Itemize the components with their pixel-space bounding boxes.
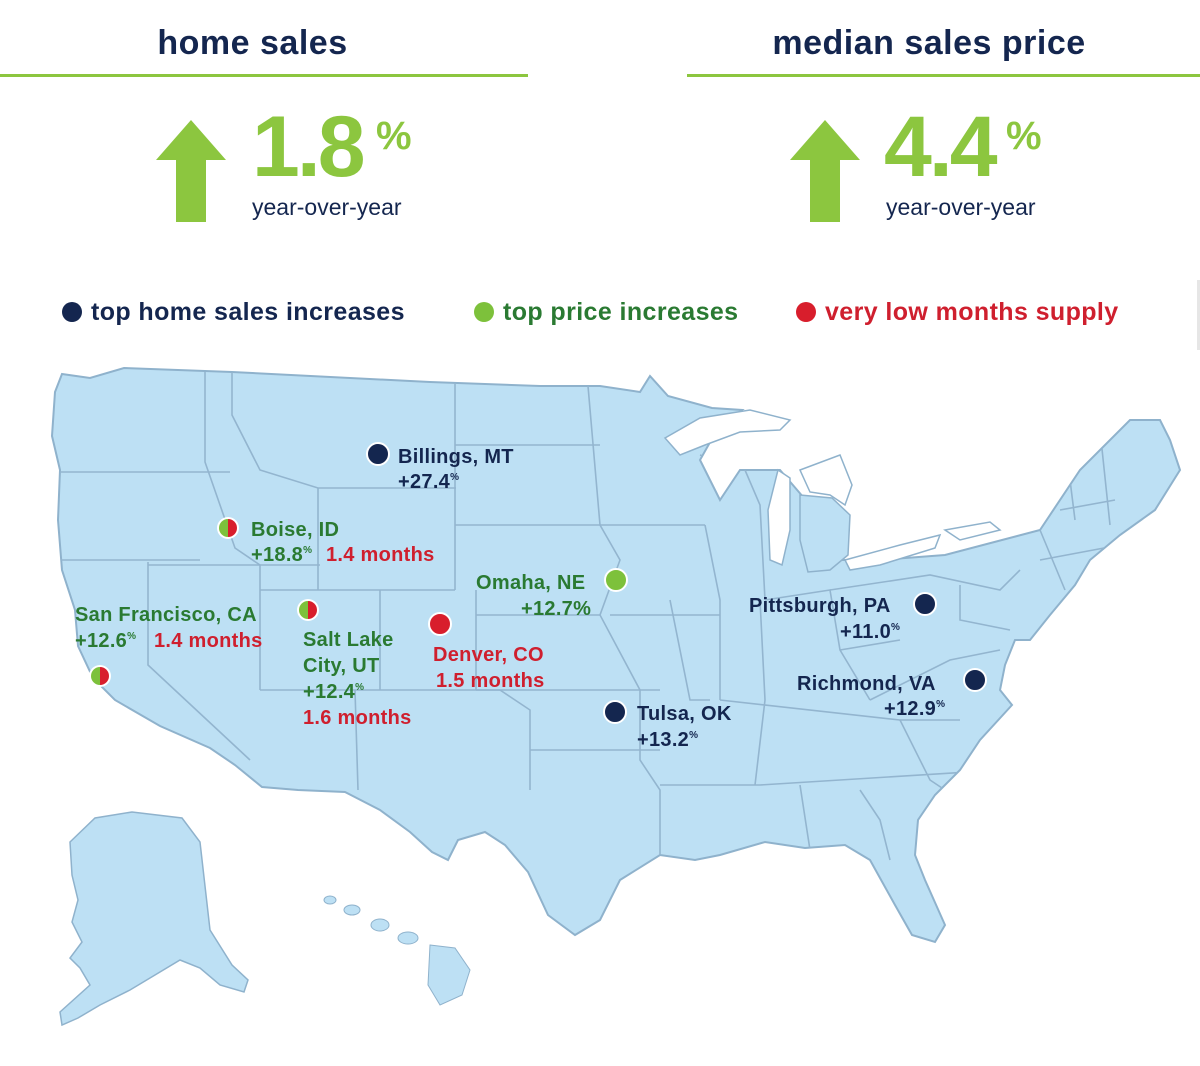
marker-boise[interactable] [217, 517, 239, 539]
city-change-salt-lake: +12.4% [303, 681, 365, 703]
city-change-boise: +18.8% [251, 544, 313, 566]
city-change-billings: +27.4% [398, 471, 460, 493]
arrow-up-icon [790, 120, 860, 222]
city-name-salt-lake-line2: City, UT [303, 655, 380, 677]
alaska [59, 811, 249, 1027]
page-edge-divider [1197, 280, 1200, 350]
city-name-pittsburgh: Pittsburgh, PA [749, 595, 891, 617]
city-change-tulsa: +13.2% [637, 729, 699, 751]
legend-label: top home sales increases [91, 298, 405, 326]
hawaii [323, 895, 471, 1006]
michigan [799, 494, 851, 573]
legend-dot-green [474, 302, 494, 322]
city-name-tulsa: Tulsa, OK [637, 703, 732, 725]
city-change-omaha: +12.7% [521, 598, 592, 620]
city-name-richmond: Richmond, VA [797, 673, 936, 695]
home-sales-caption: year-over-year [252, 194, 402, 220]
legend-item-sales: top home sales increases [62, 298, 405, 327]
legend-dot-navy [62, 302, 82, 322]
marker-omaha[interactable] [604, 568, 628, 592]
median-price-unit: % [1006, 114, 1042, 158]
legend-item-supply: very low months supply [796, 298, 1119, 327]
city-change-san-francisco: +12.6% [75, 630, 137, 652]
city-name-salt-lake-line1: Salt Lake [303, 629, 394, 651]
marker-pittsburgh[interactable] [913, 592, 937, 616]
marker-san-francisco[interactable] [89, 665, 111, 687]
median-price-caption: year-over-year [886, 194, 1036, 220]
city-change-richmond: +12.9% [884, 698, 946, 720]
legend-dot-red [796, 302, 816, 322]
marker-denver[interactable] [428, 612, 452, 636]
marker-tulsa[interactable] [603, 700, 627, 724]
legend-label: top price increases [503, 298, 739, 326]
arrow-up-icon [156, 120, 226, 222]
legend-label: very low months supply [825, 298, 1119, 326]
city-supply-salt-lake: 1.6 months [303, 707, 412, 729]
city-name-denver: Denver, CO [433, 644, 544, 666]
city-name-san-francisco: San Francisco, CA [75, 604, 257, 626]
home-sales-divider [0, 74, 528, 77]
city-name-boise: Boise, ID [251, 519, 340, 541]
home-sales-title: home sales [157, 24, 348, 62]
marker-billings[interactable] [366, 442, 390, 466]
median-price-divider [687, 74, 1200, 77]
city-name-omaha: Omaha, NE [476, 572, 586, 594]
median-price-value: 4.4 [884, 99, 998, 195]
city-supply-denver: 1.5 months [436, 670, 545, 692]
city-supply-boise: 1.4 months [326, 544, 435, 566]
city-supply-san-francisco: 1.4 months [154, 630, 263, 652]
home-sales-unit: % [376, 114, 412, 158]
city-name-billings: Billings, MT [398, 446, 514, 468]
marker-richmond[interactable] [963, 668, 987, 692]
median-price-title: median sales price [772, 24, 1086, 62]
great-lakes [663, 409, 1002, 571]
city-change-pittsburgh: +11.0% [840, 621, 901, 643]
legend-item-price: top price increases [474, 298, 738, 327]
city-markers [89, 442, 987, 724]
marker-salt-lake-city[interactable] [297, 599, 319, 621]
home-sales-value: 1.8 [252, 99, 366, 195]
